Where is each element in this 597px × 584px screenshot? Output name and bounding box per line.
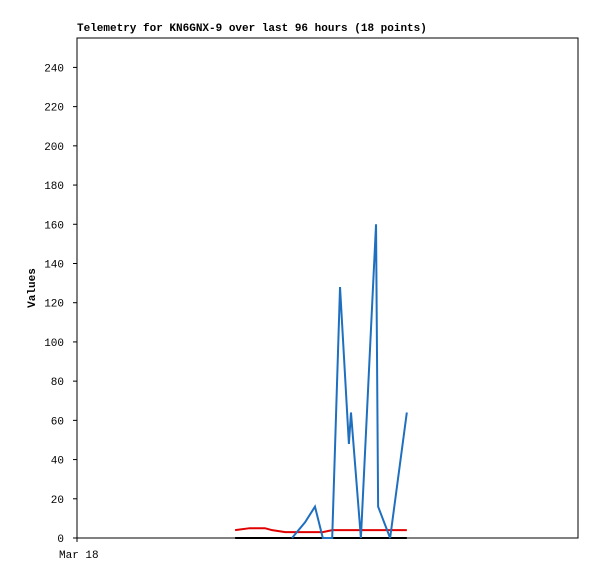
y-tick-label: 140 <box>44 259 64 271</box>
y-tick-label: 100 <box>44 338 64 350</box>
line-series <box>291 224 408 539</box>
line-series <box>234 527 407 534</box>
x-tick-label: Mar 18 <box>59 550 99 562</box>
chart-title: Telemetry for KN6GNX-9 over last 96 hour… <box>77 23 427 35</box>
y-tick-label: 60 <box>51 416 64 428</box>
y-tick-label: 80 <box>51 377 64 389</box>
plot-frame <box>76 37 579 539</box>
y-tick-label: 180 <box>44 181 64 193</box>
y-tick-label: 240 <box>44 63 64 75</box>
y-tick-label: 20 <box>51 495 64 507</box>
y-tick-label: 160 <box>44 220 64 232</box>
y-tick-label: 120 <box>44 299 64 311</box>
y-tick-label: 40 <box>51 456 64 468</box>
y-tick-label: 0 <box>57 534 64 546</box>
y-tick-label: 220 <box>44 103 64 115</box>
y-axis-label: Values <box>27 268 39 308</box>
y-tick-label: 200 <box>44 142 64 154</box>
